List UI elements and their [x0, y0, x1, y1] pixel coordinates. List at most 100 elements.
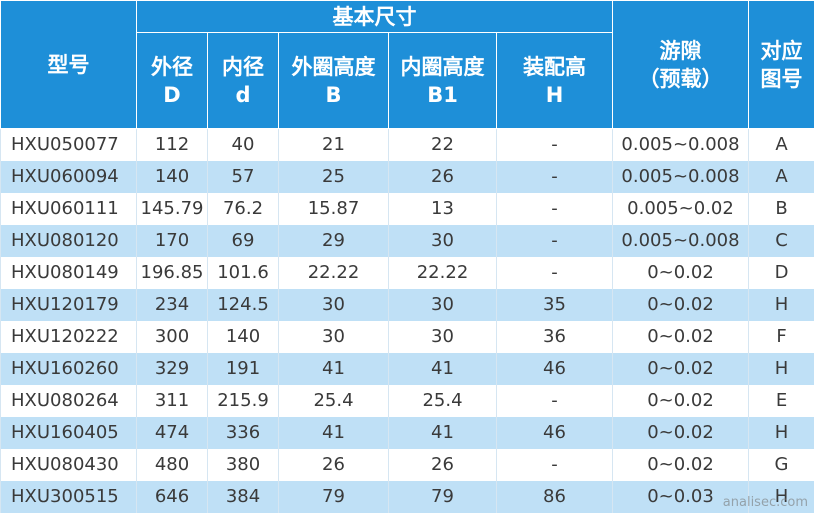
header-line: （预载） — [613, 65, 748, 93]
value-cell: 0~0.02 — [613, 257, 749, 289]
value-cell: 112 — [137, 129, 208, 161]
value-cell: H — [749, 417, 814, 449]
value-cell: 79 — [389, 481, 497, 513]
value-cell: D — [749, 257, 814, 289]
value-cell: A — [749, 129, 814, 161]
value-cell: 46 — [497, 353, 613, 385]
header-line: d — [208, 81, 278, 109]
value-cell: 22 — [389, 129, 497, 161]
value-cell: 0~0.02 — [613, 417, 749, 449]
model-cell: HXU060094 — [1, 161, 137, 193]
value-cell: 30 — [279, 321, 389, 353]
value-cell: 26 — [279, 449, 389, 481]
value-cell: 36 — [497, 321, 613, 353]
value-cell: 0.005~0.008 — [613, 161, 749, 193]
header-line: B1 — [389, 81, 496, 109]
model-cell: HXU060111 — [1, 193, 137, 225]
value-cell: 86 — [497, 481, 613, 513]
value-cell: A — [749, 161, 814, 193]
value-cell: 57 — [208, 161, 279, 193]
model-cell: HXU050077 — [1, 129, 137, 161]
value-cell: 22.22 — [389, 257, 497, 289]
value-cell: 336 — [208, 417, 279, 449]
value-cell: 101.6 — [208, 257, 279, 289]
value-cell: 300 — [137, 321, 208, 353]
value-cell: 215.9 — [208, 385, 279, 417]
value-cell: 474 — [137, 417, 208, 449]
value-cell: 26 — [389, 449, 497, 481]
value-cell: 30 — [389, 289, 497, 321]
value-cell: H — [749, 353, 814, 385]
value-cell: 30 — [389, 225, 497, 257]
value-cell: 311 — [137, 385, 208, 417]
header-figure: 对应图号 — [749, 1, 814, 129]
value-cell: B — [749, 193, 814, 225]
value-cell: 76.2 — [208, 193, 279, 225]
model-cell: HXU120179 — [1, 289, 137, 321]
value-cell: 384 — [208, 481, 279, 513]
header-line: 外圈高度 — [279, 53, 388, 81]
value-cell: - — [497, 385, 613, 417]
header-line: 装配高 — [497, 53, 612, 81]
value-cell: 0.005~0.02 — [613, 193, 749, 225]
value-cell: 0~0.02 — [613, 289, 749, 321]
value-cell: 25 — [279, 161, 389, 193]
value-cell: 26 — [389, 161, 497, 193]
value-cell: 35 — [497, 289, 613, 321]
value-cell: 170 — [137, 225, 208, 257]
header-line: 图号 — [749, 65, 814, 93]
header-model: 型号 — [1, 1, 137, 129]
header-basic: 基本尺寸 — [137, 1, 613, 33]
value-cell: 41 — [389, 353, 497, 385]
value-cell: G — [749, 449, 814, 481]
value-cell: 41 — [279, 417, 389, 449]
header-clearance: 游隙（预载） — [613, 1, 749, 129]
header-line: 内圈高度 — [389, 53, 496, 81]
value-cell: 21 — [279, 129, 389, 161]
value-cell: 15.87 — [279, 193, 389, 225]
model-cell: HXU120222 — [1, 321, 137, 353]
model-cell: HXU160405 — [1, 417, 137, 449]
model-cell: HXU080120 — [1, 225, 137, 257]
value-cell: 140 — [208, 321, 279, 353]
watermark: analisec.com — [723, 495, 808, 510]
header-line: 游隙 — [613, 37, 748, 65]
value-cell: - — [497, 257, 613, 289]
value-cell: 46 — [497, 417, 613, 449]
model-cell: HXU080264 — [1, 385, 137, 417]
value-cell: 646 — [137, 481, 208, 513]
value-cell: - — [497, 129, 613, 161]
value-cell: 0.005~0.008 — [613, 129, 749, 161]
value-cell: 0~0.02 — [613, 449, 749, 481]
value-cell: 79 — [279, 481, 389, 513]
value-cell: 22.22 — [279, 257, 389, 289]
value-cell: 234 — [137, 289, 208, 321]
value-cell: 196.85 — [137, 257, 208, 289]
value-cell: 145.79 — [137, 193, 208, 225]
model-cell: HXU300515 — [1, 481, 137, 513]
value-cell: - — [497, 225, 613, 257]
model-cell: HXU080430 — [1, 449, 137, 481]
value-cell: 480 — [137, 449, 208, 481]
value-cell: 0.005~0.008 — [613, 225, 749, 257]
value-cell: 41 — [279, 353, 389, 385]
value-cell: 29 — [279, 225, 389, 257]
header-line: D — [137, 81, 207, 109]
value-cell: 0~0.02 — [613, 321, 749, 353]
